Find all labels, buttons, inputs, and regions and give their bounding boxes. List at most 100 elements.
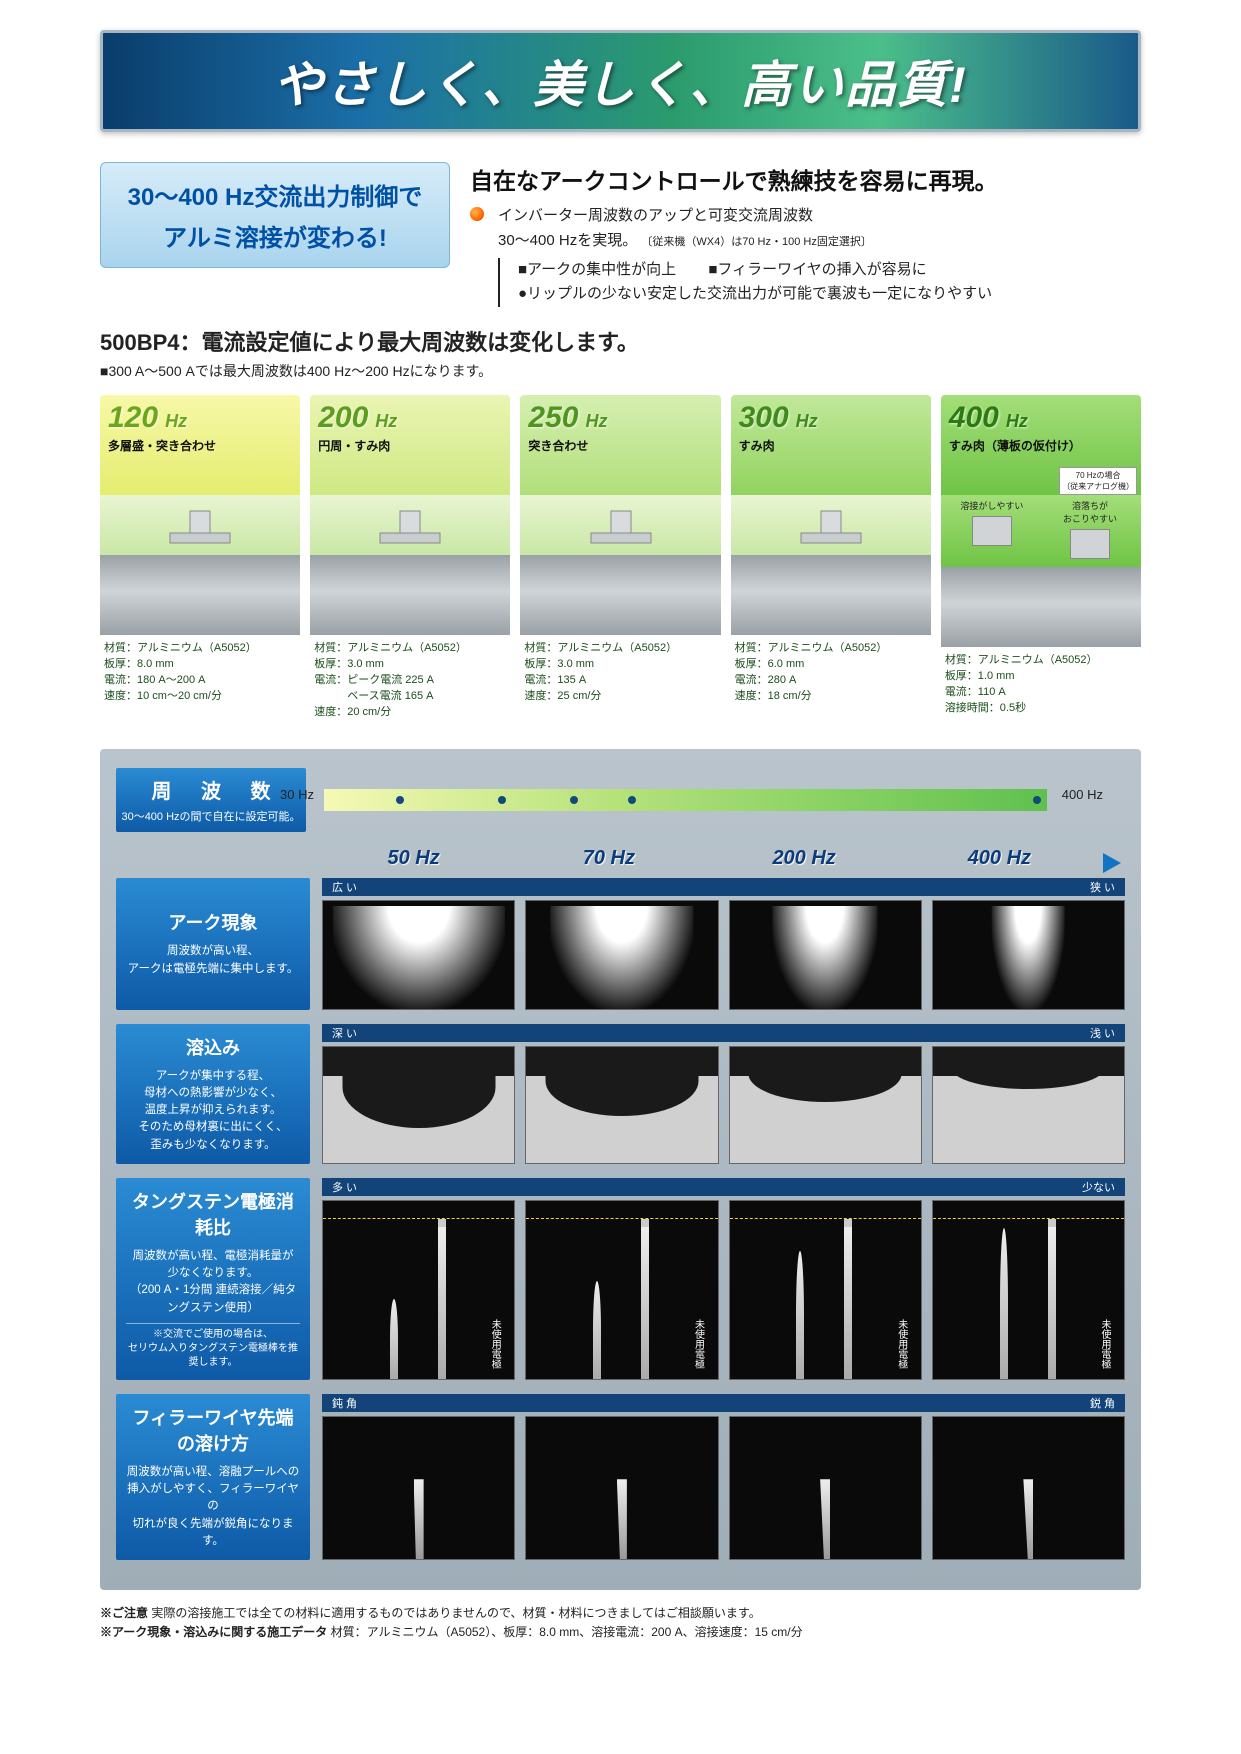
feature-heading: 自在なアークコントロールで熟練技を容易に再現。 (470, 162, 1141, 196)
scale-right: 浅 い (1090, 1025, 1115, 1041)
img-cell (322, 1416, 515, 1560)
grid-row: フィラーワイヤ先端の溶け方周波数が高い程、溶融プールへの 挿入がしやすく、フィラ… (116, 1394, 1125, 1560)
scale-bar: 深 い浅 い (322, 1024, 1125, 1042)
scale-left: 広 い (332, 879, 357, 895)
img-grid (322, 900, 1125, 1010)
section-sub: ■300 A〜500 Aでは最大周波数は400 Hz〜200 Hzになります。 (100, 361, 1141, 381)
row-images: 多 い少ない未使用電極未使用電極未使用電極未使用電極 (322, 1178, 1125, 1380)
card-hz: 200 Hz (318, 401, 502, 435)
card-tag: すみ肉（薄板の仮付け） (949, 437, 1133, 454)
spec-line: 速度：20 cm/分 (314, 705, 506, 721)
scale-bar: 鈍 角鋭 角 (322, 1394, 1125, 1412)
grid-row: タングステン電極消耗比周波数が高い程、電極消耗量が 少なくなります。 （200 … (116, 1178, 1125, 1380)
freq-label-sub: 30〜400 Hzの間で自在に設定可能。 (116, 808, 306, 824)
img-cell (525, 1046, 718, 1164)
bullet-indent: ■アークの集中性が向上 ■フィラーワイヤの挿入が容易に ●リップルの少ない安定し… (498, 258, 1141, 308)
callout-line1: 30〜400 Hz交流出力制御で (111, 177, 439, 212)
spec-line: 板厚：8.0 mm (104, 657, 296, 673)
scale-left: 鈍 角 (332, 1395, 357, 1411)
freq-dot (570, 796, 578, 804)
scale-left: 深 い (332, 1025, 357, 1041)
spec-line: 電流：ピーク電流 225 A (314, 673, 506, 689)
electrode-label: 未使用電極 (894, 1319, 909, 1369)
img-cell: 未使用電極 (322, 1200, 515, 1380)
row-label: アーク現象周波数が高い程、 アークは電極先端に集中します。 (116, 878, 310, 1010)
card-tag: 突き合わせ (528, 437, 712, 454)
column-headers: 50 Hz 70 Hz 200 Hz 400 Hz (116, 847, 1125, 870)
freq-card-200: 200 Hz円周・すみ肉材質：アルミニウム（A5052）板厚：3.0 mm電流：… (310, 395, 510, 727)
footnote-2-text: 材質：アルミニウム（A5052）、板厚：8.0 mm、溶接電流：200 A、溶接… (327, 1625, 802, 1639)
feature-block: 自在なアークコントロールで熟練技を容易に再現。 インバーター周波数のアップと可変… (470, 162, 1141, 307)
bullet-1: インバーター周波数のアップと可変交流周波数 (498, 204, 1141, 229)
row-sub: 周波数が高い程、 アークは電極先端に集中します。 (126, 943, 300, 978)
frequency-gradient-bar: 30 Hz 400 Hz (324, 789, 1047, 811)
img-grid (322, 1416, 1125, 1560)
card-specs: 材質：アルミニウム（A5052）板厚：8.0 mm電流：180 A〜200 A速… (100, 635, 300, 711)
col-head-200: 200 Hz (713, 847, 896, 870)
spec-line: ベース電流 165 A (314, 689, 506, 705)
card-hz: 400 Hz (949, 401, 1133, 435)
frequency-label-box: 周 波 数 30〜400 Hzの間で自在に設定可能。 (116, 768, 306, 832)
section-heading: 500BP4：電流設定値により最大周波数は変化します。 (100, 325, 1141, 357)
card-tag: 円周・すみ肉 (318, 437, 502, 454)
footnote-2-bold: ※アーク現象・溶込みに関する施工データ (100, 1625, 327, 1639)
comparison-panel: 周 波 数 30〜400 Hzの間で自在に設定可能。 30 Hz 400 Hz … (100, 749, 1141, 1591)
img-cell: 未使用電極 (932, 1200, 1125, 1380)
row-title: フィラーワイヤ先端の溶け方 (126, 1404, 300, 1456)
card5-left: 溶接がしやすい (945, 499, 1039, 563)
card-hz: 120 Hz (108, 401, 292, 435)
callout-line2: アルミ溶接が変わる! (111, 218, 439, 253)
card-hz: 300 Hz (739, 401, 923, 435)
bullet-2b: ■フィラーワイヤの挿入が容易に (708, 261, 926, 278)
footnotes: ※ご注意 実際の溶接施工では全ての材料に適用するものではありませんので、材質・材… (100, 1604, 1141, 1642)
hero-banner: やさしく、美しく、高い品質! (100, 30, 1141, 132)
freq-card-400: 400 Hz すみ肉（薄板の仮付け） 溶接がしやすい70 Hzの場合 （従来アナログ… (941, 395, 1141, 727)
spec-line: 速度：18 cm/分 (735, 689, 927, 705)
freq-dot (396, 796, 404, 804)
img-cell (729, 1046, 922, 1164)
freq-label-title: 周 波 数 (116, 775, 306, 804)
bullet-icon (470, 207, 484, 221)
row-images: 鈍 角鋭 角 (322, 1394, 1125, 1560)
img-cell (932, 1416, 1125, 1560)
spec-line: 板厚：1.0 mm (945, 669, 1137, 685)
col-head-50: 50 Hz (322, 847, 505, 870)
img-cell: 未使用電極 (729, 1200, 922, 1380)
img-cell (729, 900, 922, 1010)
row-title: 溶込み (126, 1034, 300, 1060)
grid-row: アーク現象周波数が高い程、 アークは電極先端に集中します。 広 い 狭 い (116, 878, 1125, 1010)
spec-line: 電流：180 A〜200 A (104, 673, 296, 689)
row-label: 溶込みアークが集中する程、 母材への熱影響が少なく、 温度上昇が抑えられます。 … (116, 1024, 310, 1164)
scale-right: 狭 い (1090, 879, 1115, 895)
footnote-1-bold: ※ご注意 (100, 1606, 148, 1620)
freq-dot (498, 796, 506, 804)
row-images: 深 い浅 い (322, 1024, 1125, 1164)
footnote-1-text: 実際の溶接施工では全ての材料に適用するものではありませんので、材質・材料につきま… (148, 1606, 761, 1620)
img-cell (932, 900, 1125, 1010)
card-specs: 材質：アルミニウム（A5052）板厚：3.0 mm電流：135 A速度：25 c… (520, 635, 720, 711)
card5-right: 70 Hzの場合 （従来アナログ機）溶落ちが おこりやすい (1043, 499, 1137, 563)
scale-right: 少ない (1082, 1179, 1115, 1195)
row-label: フィラーワイヤ先端の溶け方周波数が高い程、溶融プールへの 挿入がしやすく、フィラ… (116, 1394, 310, 1560)
card-tag: 多層盛・突き合わせ (108, 437, 292, 454)
spec-line: 材質：アルミニウム（A5052） (104, 641, 296, 657)
img-cell: 未使用電極 (525, 1200, 718, 1380)
row-sub: 周波数が高い程、溶融プールへの 挿入がしやすく、フィラーワイヤの 切れが良く先端… (126, 1464, 300, 1550)
row-title: アーク現象 (126, 909, 300, 935)
spec-line: 電流：110 A (945, 685, 1137, 701)
freq-dot (628, 796, 636, 804)
card-diagram (520, 495, 720, 555)
card-diagram (310, 495, 510, 555)
row-title: タングステン電極消耗比 (126, 1188, 300, 1240)
frequency-bar-row: 周 波 数 30〜400 Hzの間で自在に設定可能。 30 Hz 400 Hz (116, 765, 1125, 835)
spec-line: 速度：10 cm〜20 cm/分 (104, 689, 296, 705)
card-diagram (731, 495, 931, 555)
spec-line: 材質：アルミニウム（A5052） (524, 641, 716, 657)
spec-line: 材質：アルミニウム（A5052） (314, 641, 506, 657)
img-cell (932, 1046, 1125, 1164)
img-cell (322, 1046, 515, 1164)
hero-text: やさしく、美しく、高い品質! (273, 57, 968, 113)
freq-card-250: 250 Hz突き合わせ材質：アルミニウム（A5052）板厚：3.0 mm電流：1… (520, 395, 720, 727)
weld-photo (941, 567, 1141, 647)
col-head-400: 400 Hz (908, 847, 1091, 870)
